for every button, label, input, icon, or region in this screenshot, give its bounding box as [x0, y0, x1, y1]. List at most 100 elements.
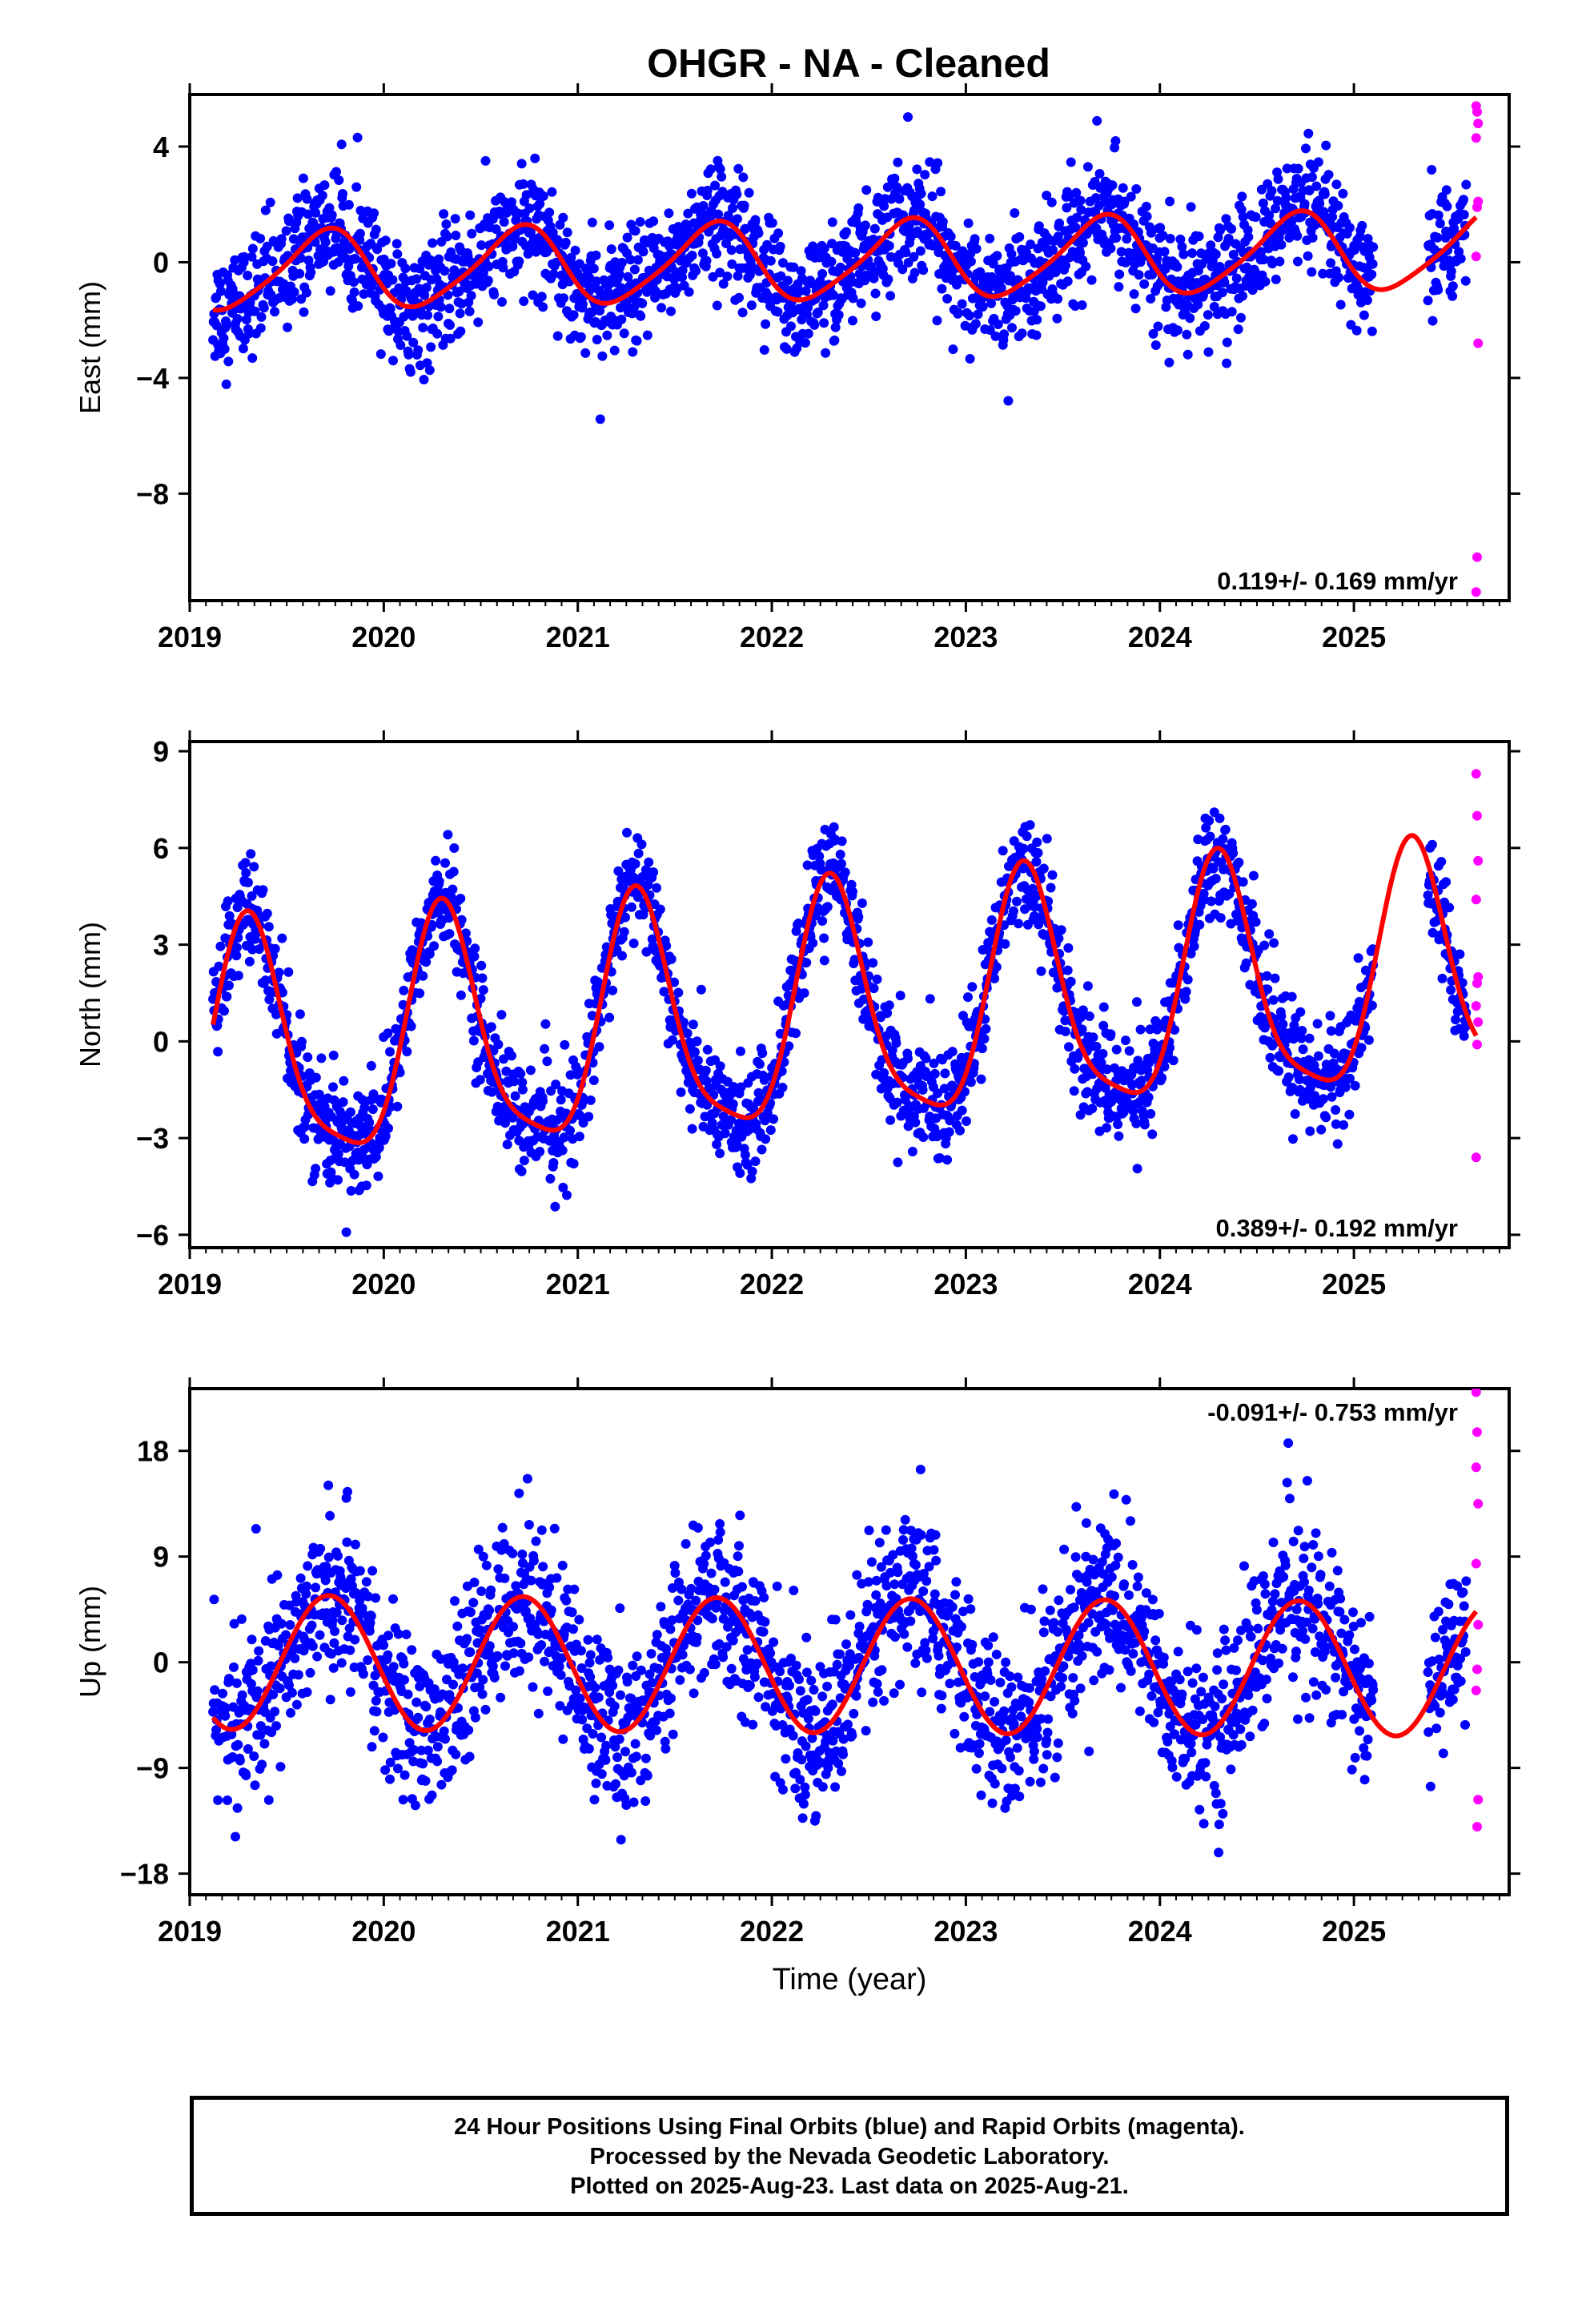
final-orbit-point: [1110, 136, 1121, 146]
final-orbit-point: [524, 203, 535, 214]
final-orbit-point: [650, 286, 661, 296]
final-orbit-point: [385, 304, 396, 314]
x-tick-label: 2025: [1322, 621, 1386, 653]
final-orbit-point: [219, 344, 230, 354]
final-orbit-point: [1326, 1026, 1336, 1036]
final-orbit-point: [1139, 1120, 1150, 1130]
final-orbit-point: [1310, 1091, 1320, 1101]
final-orbit-point: [372, 244, 383, 255]
final-orbit-point: [1146, 294, 1156, 304]
final-orbit-point: [303, 1052, 313, 1063]
final-orbit-point: [343, 199, 354, 210]
final-orbit-point: [244, 328, 255, 339]
final-orbit-point: [622, 232, 632, 243]
final-orbit-point: [1271, 203, 1281, 214]
final-orbit-point: [1433, 284, 1443, 295]
final-orbit-point: [1307, 172, 1317, 183]
final-orbit-point: [783, 275, 793, 286]
y-tick-label: 6: [153, 832, 169, 865]
final-orbit-point: [1323, 170, 1334, 180]
final-orbit-point: [916, 188, 926, 199]
final-orbit-point: [728, 1099, 738, 1109]
final-orbit-point: [1091, 1041, 1102, 1051]
final-orbit-point: [440, 858, 450, 868]
final-orbit-point: [746, 300, 757, 311]
final-orbit-point: [519, 1156, 529, 1166]
final-orbit-point: [1038, 863, 1049, 874]
final-orbit-point: [361, 1180, 371, 1191]
final-orbit-point: [1165, 1043, 1175, 1053]
final-orbit-point: [822, 902, 833, 912]
final-orbit-point: [701, 1065, 711, 1076]
final-orbit-point: [753, 228, 764, 239]
final-orbit-point: [644, 857, 654, 867]
final-orbit-point: [1078, 1005, 1088, 1015]
final-orbit-point: [320, 237, 331, 247]
final-orbit-point: [315, 1543, 326, 1554]
final-orbit-point: [466, 291, 476, 301]
final-orbit-point: [947, 1047, 958, 1057]
final-orbit-point: [568, 1159, 579, 1169]
final-orbit-point: [367, 1104, 378, 1115]
final-orbit-point: [1433, 210, 1443, 220]
final-orbit-point: [754, 1059, 765, 1069]
final-orbit-point: [635, 217, 645, 227]
final-orbit-point: [327, 210, 337, 220]
final-orbit-point: [473, 317, 484, 328]
rapid-orbit-point: [1471, 1001, 1481, 1011]
final-orbit-point: [1082, 162, 1093, 172]
final-orbit-point: [545, 1173, 556, 1184]
final-orbit-point: [1272, 195, 1283, 206]
final-orbit-point: [255, 1730, 266, 1740]
final-orbit-point: [373, 1171, 383, 1181]
final-orbit-point: [885, 1115, 896, 1125]
final-orbit-point: [912, 164, 922, 175]
final-orbit-point: [803, 328, 813, 339]
final-orbit-point: [460, 928, 471, 939]
final-orbit-point: [872, 974, 882, 984]
final-orbit-point: [591, 250, 601, 260]
final-orbit-point: [1215, 225, 1226, 235]
final-orbit-point: [962, 1116, 971, 1126]
final-orbit-point: [1116, 247, 1126, 257]
final-orbit-point: [917, 1084, 928, 1095]
final-orbit-point: [393, 1763, 403, 1774]
final-orbit-point: [565, 1070, 576, 1080]
final-orbit-point: [276, 1618, 287, 1629]
final-orbit-point: [1259, 940, 1270, 951]
final-orbit-point: [577, 299, 588, 309]
final-orbit-point: [385, 1757, 396, 1767]
final-orbit-point: [272, 1570, 283, 1580]
final-orbit-point: [405, 367, 416, 377]
rate-annotation: 0.389+/- 0.192 mm/yr: [1216, 1214, 1458, 1242]
final-orbit-point: [487, 1087, 497, 1097]
final-orbit-point: [237, 1690, 247, 1700]
final-orbit-point: [1215, 813, 1225, 823]
final-orbit-point: [1273, 174, 1283, 184]
final-orbit-point: [957, 299, 967, 309]
plot-area: [208, 769, 1484, 1237]
final-orbit-point: [408, 337, 419, 348]
final-orbit-point: [366, 1060, 376, 1071]
final-orbit-point: [977, 1043, 987, 1054]
final-orbit-point: [1318, 1094, 1328, 1104]
final-orbit-point: [271, 1721, 281, 1731]
final-orbit-point: [829, 290, 839, 300]
final-orbit-point: [239, 251, 250, 262]
rapid-orbit-point: [1471, 133, 1481, 143]
final-orbit-point: [835, 262, 845, 272]
final-orbit-point: [418, 1759, 428, 1769]
final-orbit-point: [686, 188, 697, 199]
final-orbit-point: [214, 961, 224, 971]
final-orbit-point: [869, 273, 879, 283]
final-orbit-point: [1367, 1000, 1377, 1011]
final-orbit-point: [303, 1561, 313, 1571]
final-orbit-point: [331, 1607, 342, 1618]
final-orbit-point: [620, 912, 630, 923]
final-orbit-point: [420, 1775, 431, 1786]
final-orbit-point: [1292, 231, 1303, 241]
final-orbit-point: [960, 320, 970, 331]
final-orbit-point: [1153, 321, 1163, 332]
y-axis-label: Up (mm): [74, 1586, 106, 1698]
final-orbit-point: [483, 275, 493, 286]
